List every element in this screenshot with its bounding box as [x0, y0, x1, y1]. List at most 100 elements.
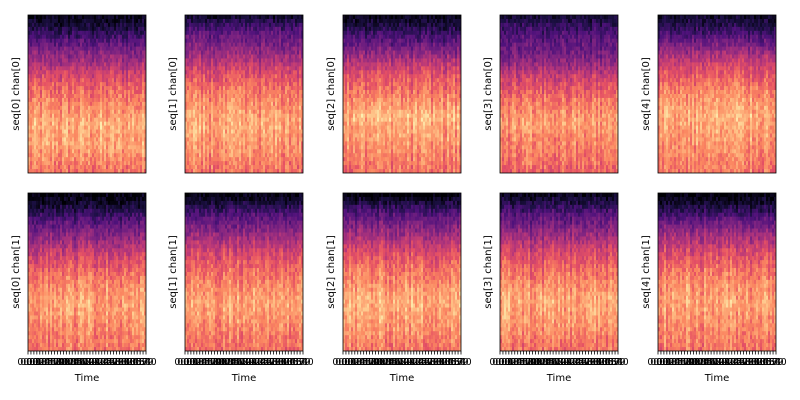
heatmap-cell [289, 74, 292, 79]
heatmap-cell [203, 15, 206, 20]
heatmap-cell [275, 86, 278, 91]
heatmap-cell [257, 97, 260, 103]
heatmap-cell [259, 46, 262, 51]
heatmap-cell [241, 34, 244, 40]
heatmap-cell [122, 113, 125, 119]
heatmap-cell [82, 74, 85, 79]
heatmap-cell [417, 26, 420, 32]
heatmap-cell [64, 94, 67, 99]
heatmap-cell [118, 70, 121, 75]
heatmap-cell [191, 129, 194, 134]
heatmap-cell [259, 15, 262, 20]
heatmap-cell [68, 46, 71, 51]
heatmap-cell [40, 165, 43, 170]
heatmap-cell [209, 26, 212, 32]
heatmap-cell [255, 38, 258, 44]
heatmap-cell [84, 145, 87, 150]
heatmap-cell [187, 169, 190, 173]
heatmap-cell [142, 97, 145, 103]
heatmap-cell [225, 90, 228, 95]
heatmap-cell [104, 101, 107, 107]
heatmap-cell [441, 22, 444, 28]
heatmap-cell [130, 22, 133, 28]
heatmap-cell [118, 58, 121, 63]
heatmap-cell [98, 58, 101, 63]
heatmap-cell [187, 113, 190, 119]
heatmap-cell [263, 165, 266, 170]
heatmap-cell [76, 66, 79, 71]
heatmap-cell [120, 153, 123, 158]
heatmap-cell [229, 129, 232, 134]
heatmap-cell [193, 161, 196, 166]
heatmap-cell [82, 38, 85, 44]
heatmap-cell [34, 105, 37, 111]
heatmap-cell [42, 82, 45, 87]
heatmap-cell [56, 82, 59, 87]
heatmap-cell [80, 86, 83, 91]
heatmap-cell [217, 22, 220, 28]
heatmap-cell [229, 38, 232, 44]
heatmap-cell [267, 165, 270, 170]
heatmap-cell [203, 153, 206, 158]
heatmap-cell [295, 101, 298, 107]
heatmap-cell [134, 70, 137, 75]
heatmap-cell [265, 42, 268, 47]
heatmap-cell [197, 30, 200, 36]
heatmap-cell [287, 90, 290, 95]
heatmap-cell [253, 70, 256, 75]
heatmap-cell [389, 30, 392, 36]
heatmap-cell [96, 62, 99, 67]
heatmap-cell [217, 161, 220, 166]
heatmap-cell [114, 66, 117, 71]
heatmap-cell [285, 165, 288, 170]
heatmap-cell [116, 137, 119, 142]
heatmap-cell [273, 15, 276, 20]
heatmap-cell [283, 157, 286, 162]
heatmap-cell [50, 109, 53, 115]
heatmap-cell [54, 129, 57, 134]
heatmap-cell [257, 101, 260, 107]
heatmap-cell [68, 161, 71, 166]
heatmap-cell [301, 86, 303, 91]
heatmap-cell [70, 105, 73, 111]
heatmap-cell [249, 145, 252, 150]
heatmap-cell [122, 145, 125, 150]
heatmap-cell [98, 105, 101, 111]
heatmap-cell [207, 161, 210, 166]
heatmap-cell [80, 38, 83, 44]
heatmap-cell [106, 86, 109, 91]
heatmap-cell [48, 70, 51, 75]
heatmap-cell [253, 109, 256, 115]
heatmap-cell [205, 46, 208, 51]
heatmap-cell [261, 42, 264, 47]
heatmap-cell [114, 133, 117, 138]
heatmap-cell [271, 34, 274, 40]
heatmap-cell [401, 22, 404, 28]
heatmap-cell [44, 101, 47, 107]
heatmap-cell [267, 94, 270, 99]
heatmap-cell [86, 113, 89, 119]
heatmap-cell [237, 22, 240, 28]
heatmap-cell [138, 34, 141, 40]
heatmap-cell [110, 66, 113, 71]
heatmap-cell [251, 70, 254, 75]
heatmap-cell [269, 86, 272, 91]
heatmap-cell [251, 97, 254, 103]
heatmap-cell [106, 145, 109, 150]
heatmap-cell [96, 129, 99, 134]
heatmap-cell [237, 62, 240, 67]
heatmap-cell [247, 149, 250, 154]
heatmap-cell [34, 125, 37, 130]
heatmap-cell [56, 22, 59, 28]
heatmap-cell [271, 78, 274, 83]
heatmap-cell [134, 62, 137, 67]
heatmap-cell [187, 125, 190, 130]
heatmap-cell [221, 70, 224, 75]
heatmap-cell [114, 113, 117, 119]
heatmap-cell [56, 105, 59, 111]
heatmap-cell [223, 169, 226, 173]
heatmap-cell [227, 141, 230, 146]
heatmap-cell [70, 113, 73, 119]
heatmap-cell [271, 74, 274, 79]
heatmap-cell [140, 133, 143, 138]
